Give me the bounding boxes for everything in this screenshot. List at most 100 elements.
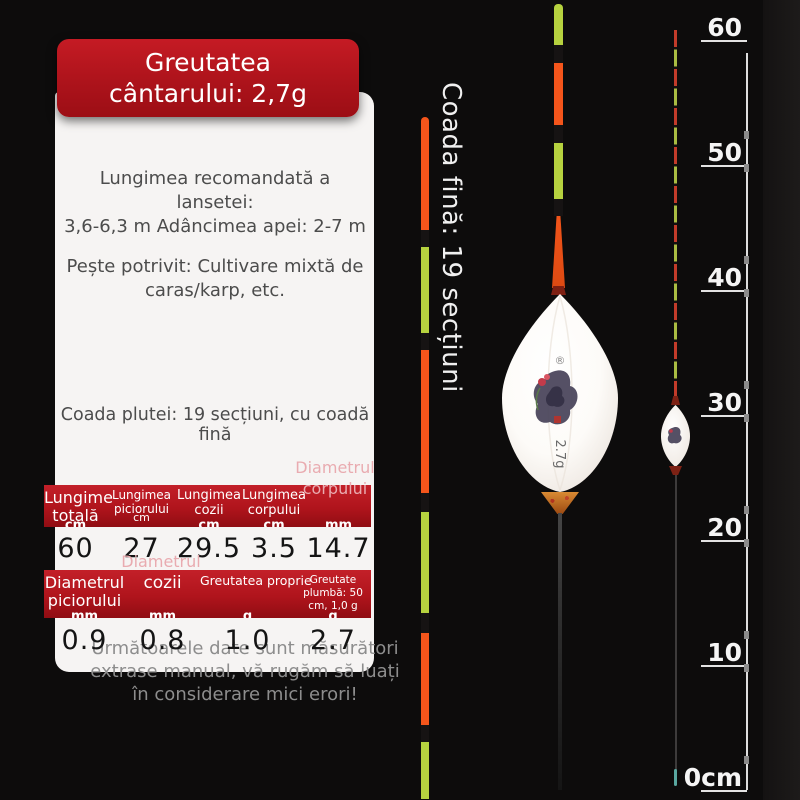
ruler-joint-mark bbox=[744, 539, 749, 547]
small-ink-painting-logo bbox=[667, 426, 682, 444]
rod-length-line1: Lungimea recomandată a lansetei: bbox=[99, 168, 331, 213]
ruler-tick-underline bbox=[701, 790, 747, 792]
ruler-label-30: 30 bbox=[707, 388, 742, 417]
weight-banner-line1: Greutatea bbox=[145, 48, 271, 77]
header-leg-length: Lungimea piciorului cm bbox=[111, 488, 172, 525]
value-leg-diameter: 0.9 bbox=[61, 624, 108, 656]
float-weight-text: 2.7g bbox=[552, 440, 567, 469]
spec-table-header-row-2: Diametrul piciorului mm cozii mm Greutat… bbox=[44, 570, 371, 618]
small-float-bottom-collar bbox=[669, 466, 682, 475]
value-body-diameter: 14.7 bbox=[306, 532, 371, 564]
small-float-body bbox=[658, 404, 693, 468]
ruler-joint-mark bbox=[744, 381, 749, 389]
value-leg-length: 27 bbox=[123, 532, 160, 564]
value-own-weight: 1.0 bbox=[224, 624, 271, 656]
header-body-diameter: mm bbox=[324, 519, 353, 527]
ruler-label-20: 20 bbox=[707, 513, 742, 542]
header-total-length: Lungime totală cm bbox=[44, 488, 113, 527]
header-lead-weight: Greutate plumbă: 50 cm, 1,0 g g bbox=[303, 574, 363, 618]
ruler-label-60: 60 bbox=[707, 13, 742, 42]
ruler-joint-mark bbox=[744, 664, 749, 672]
ruler-joint-mark bbox=[744, 256, 749, 264]
antenna-segment-green bbox=[554, 143, 563, 199]
antenna-band-black bbox=[421, 493, 429, 512]
ruler-joint-mark bbox=[744, 131, 749, 139]
value-total-length: 60 bbox=[57, 532, 94, 564]
ruler-joint-mark bbox=[744, 289, 749, 297]
ruler-label-10: 10 bbox=[707, 638, 742, 667]
main-float-body: ® 2.7g bbox=[496, 292, 624, 494]
small-float-antenna bbox=[674, 30, 677, 396]
antenna-band-black bbox=[421, 725, 429, 742]
antenna-band-black bbox=[421, 230, 429, 247]
fine-tail-vertical-label: Coada fină: 19 secțiuni bbox=[436, 82, 466, 393]
main-float-body-graphic: ® 2.7g bbox=[502, 294, 618, 492]
ruler-joint-mark bbox=[744, 756, 749, 764]
header-body-length: Lungimea corpului cm bbox=[242, 488, 306, 527]
ruler-tick-underline bbox=[701, 665, 747, 667]
antenna-segment-orange bbox=[421, 117, 429, 230]
spec-table-header-row-1: Lungime totală cm Lungimea piciorului cm… bbox=[44, 485, 371, 527]
value-body-length: 3.5 bbox=[251, 532, 297, 564]
disclaimer-line3: în considerare mici erori! bbox=[132, 684, 358, 705]
value-lead-weight: 2.7 bbox=[310, 624, 356, 656]
small-float-leg-tip bbox=[674, 769, 677, 786]
overflow-header-body-diameter: Diametrul corpului bbox=[295, 458, 375, 498]
antenna-segment-green bbox=[421, 247, 429, 333]
main-float-top-collar bbox=[551, 286, 566, 295]
fish-type-line1: Pește potrivit: Cultivare mixtă de bbox=[66, 256, 364, 277]
header-own-weight: Greutatea proprie g bbox=[200, 573, 312, 618]
ruler-label-50: 50 bbox=[707, 138, 742, 167]
weight-banner-line2: cântarului: 2,7g bbox=[109, 79, 307, 108]
antenna-band-black bbox=[554, 199, 563, 216]
small-float-top-collar bbox=[671, 396, 680, 405]
value-tail-diameter: 0.8 bbox=[139, 624, 186, 656]
ruler-tick-underline bbox=[701, 290, 747, 292]
ruler-joint-mark bbox=[744, 631, 749, 639]
fish-type-text: Pește potrivit: Cultivare mixtă de caras… bbox=[63, 255, 367, 303]
ruler-joint-mark bbox=[744, 414, 749, 422]
main-float-antenna bbox=[554, 4, 563, 216]
antenna-segment-orange bbox=[421, 350, 429, 493]
small-float-leg bbox=[675, 475, 677, 770]
header-tail-diameter: cozii mm bbox=[143, 573, 182, 618]
main-float-leg bbox=[558, 513, 562, 790]
registered-mark: ® bbox=[555, 354, 566, 367]
ruler-label-40: 40 bbox=[707, 263, 742, 292]
rod-length-line2: 3,6-6,3 m Adâncimea apei: 2-7 m bbox=[64, 216, 366, 237]
ruler-tick-underline bbox=[701, 415, 747, 417]
header-leg-diameter: Diametrul piciorului mm bbox=[44, 573, 125, 618]
main-float-bottom-collar bbox=[541, 492, 579, 514]
ruler-tick-underline bbox=[701, 40, 747, 42]
weight-banner: Greutatea cântarului: 2,7g bbox=[57, 39, 359, 117]
antenna-band-black bbox=[554, 45, 563, 63]
disclaimer-line2: extrase manual, vă rugăm să luați bbox=[90, 661, 400, 682]
spec-table-values-row-2: 0.9 0.8 1.0 2.7 bbox=[44, 618, 371, 662]
antenna-band-black bbox=[421, 333, 429, 350]
antenna-segment-orange bbox=[554, 63, 563, 125]
value-tail-length: 29.5 bbox=[176, 532, 242, 564]
tail-sections-text: Coada plutei: 19 secțiuni, cu coadă fină bbox=[60, 405, 370, 445]
antenna-band-black bbox=[554, 125, 563, 143]
antenna-segment-orange bbox=[421, 633, 429, 725]
main-float-antenna-taper bbox=[552, 216, 565, 288]
header-tail-length: Lungimea cozii cm bbox=[177, 488, 241, 527]
ruler-tick-underline bbox=[701, 540, 747, 542]
spec-table-values-row-1: 60 27 29.5 3.5 14.7 bbox=[44, 527, 371, 569]
antenna-segment-green bbox=[554, 4, 563, 45]
small-float-body-graphic bbox=[661, 405, 690, 467]
fish-type-line2: caras/karp, etc. bbox=[145, 280, 285, 301]
ruler-label-0cm: 0cm bbox=[683, 763, 742, 792]
antenna-segment-green bbox=[421, 742, 429, 799]
disclaimer-line1: Următoarele date sunt măsurători bbox=[91, 638, 399, 659]
disclaimer-note: Următoarele date sunt măsurători extrase… bbox=[85, 637, 405, 706]
antenna-band-black bbox=[421, 613, 429, 633]
ruler-tick-underline bbox=[701, 165, 747, 167]
background-right-strip bbox=[763, 0, 800, 800]
ruler-joint-mark bbox=[744, 506, 749, 514]
ink-painting-logo bbox=[533, 370, 578, 425]
overflow-header-tail-diameter: Diametrul bbox=[121, 552, 201, 571]
antenna-segment-green bbox=[421, 512, 429, 613]
left-float-antenna bbox=[421, 117, 429, 799]
